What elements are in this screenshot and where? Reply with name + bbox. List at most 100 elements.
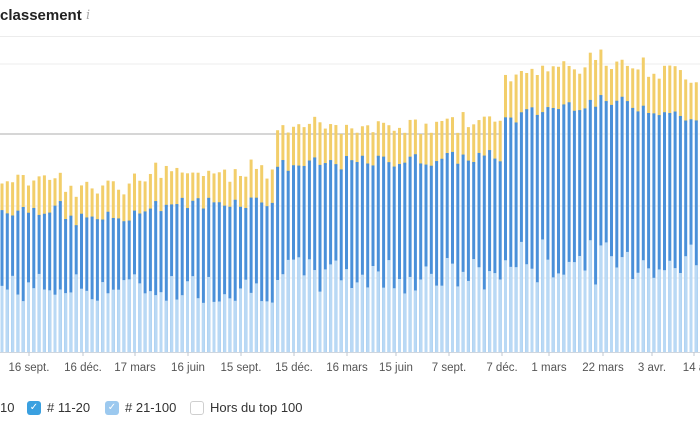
- bar-segment-21-100: [74, 274, 78, 352]
- legend-item-11-20-label: # 11-20: [47, 400, 91, 415]
- bar-segment-top10: [345, 124, 348, 159]
- bar-segment-11-20: [435, 161, 439, 352]
- bar-segment-21-100: [122, 280, 126, 352]
- bar-segment-11-20: [652, 113, 656, 352]
- bar-segment-top10: [180, 172, 184, 200]
- bar-segment-top10: [249, 159, 253, 200]
- bar-segment-21-100: [541, 239, 545, 352]
- x-tick-label: 7 sept.: [432, 362, 467, 374]
- x-tick-label: 15 sept.: [221, 362, 262, 374]
- bar-segment-11-20: [196, 198, 200, 352]
- bar-segment-top10: [201, 175, 205, 211]
- bar-segment-top10: [101, 185, 105, 222]
- bar-segment-top10: [382, 122, 386, 159]
- bar-segment-21-100: [180, 295, 184, 352]
- bar-segment-11-20: [408, 156, 412, 352]
- bar-segment-21-100: [684, 256, 688, 352]
- bar-segment-top10: [594, 59, 598, 109]
- bar-segment-21-100: [403, 293, 407, 352]
- x-axis: 16 sept. 16 déc. 17 mars 16 juin 15 sept. 15 …: [0, 352, 700, 374]
- bar-segment-21-100: [514, 267, 518, 352]
- bar-segment-21-100: [233, 300, 237, 352]
- checkbox-checked-icon[interactable]: ✓: [27, 400, 41, 415]
- bar-segment-21-100: [477, 267, 481, 352]
- legend-item-top10[interactable]: 10: [0, 400, 14, 415]
- bar-segment-11-20: [525, 109, 529, 352]
- bar-segment-21-100: [350, 288, 354, 352]
- bar-segment-21-100: [673, 268, 677, 352]
- bar-segment-21-100: [323, 269, 327, 352]
- bar-segment-21-100: [48, 290, 52, 352]
- bar-segment-11-20: [594, 106, 598, 352]
- x-tick-label: 16 juin: [171, 362, 205, 374]
- bar-segment-11-20: [429, 165, 433, 352]
- bar-segment-top10: [196, 172, 200, 201]
- checkbox-checked-icon[interactable]: ✓: [105, 400, 119, 415]
- bar-segment-top10: [525, 72, 529, 112]
- bar-segment-top10: [657, 78, 661, 118]
- bar-segment-11-20: [694, 120, 698, 352]
- legend-item-21-100[interactable]: ✓ # 21-100: [105, 400, 176, 415]
- bar-segment-top10: [122, 194, 126, 224]
- bar-segment-21-100: [329, 264, 333, 352]
- bar-segment-11-20: [318, 164, 322, 352]
- bar-segment-21-100: [413, 290, 417, 352]
- bar-segment-21-100: [159, 292, 163, 352]
- bar-segment-top10: [170, 171, 174, 207]
- bar-segment-11-20: [371, 165, 375, 352]
- legend-item-hors-top-100[interactable]: Hors du top 100: [190, 400, 303, 415]
- bar-segment-top10: [350, 128, 354, 163]
- info-icon[interactable]: i: [86, 8, 91, 23]
- bar-segment-21-100: [32, 288, 36, 352]
- bar-segment-11-20: [329, 160, 333, 352]
- bar-segment-11-20: [477, 152, 481, 352]
- bar-segment-21-100: [101, 282, 105, 352]
- bar-segment-top10: [636, 69, 640, 114]
- bar-segment-top10: [217, 172, 221, 205]
- bar-segment-11-20: [647, 112, 651, 352]
- bar-segment-11-20: [625, 101, 629, 352]
- bar-segment-top10: [588, 52, 592, 102]
- bar-segment-21-100: [186, 281, 189, 352]
- x-tick-label: 1 mars: [531, 362, 566, 374]
- bar-segment-21-100: [143, 293, 147, 352]
- bar-segment-top10: [376, 121, 380, 158]
- bar-segment-top10: [281, 125, 285, 163]
- bar-segment-21-100: [652, 277, 656, 352]
- bar-segment-top10: [191, 172, 195, 203]
- bar-segment-21-100: [355, 282, 359, 352]
- bar-segment-21-100: [339, 280, 343, 352]
- bar-segment-21-100: [387, 260, 391, 352]
- bar-segment-21-100: [217, 301, 221, 352]
- bar-segment-top10: [138, 180, 142, 216]
- bar-segment-top10: [212, 173, 216, 205]
- bar-segment-top10: [21, 175, 25, 210]
- bar-segment-11-20: [281, 160, 285, 352]
- bar-segment-11-20: [143, 211, 147, 352]
- bar-segment-11-20: [175, 204, 179, 352]
- bar-segment-11-20: [90, 216, 94, 352]
- bar-segment-21-100: [37, 273, 41, 352]
- bar-segment-11-20: [302, 165, 306, 352]
- bar-segment-21-100: [138, 283, 142, 352]
- bar-segment-top10: [387, 125, 391, 165]
- legend-item-11-20[interactable]: ✓ # 11-20: [27, 400, 90, 415]
- bar-segment-21-100: [525, 264, 529, 352]
- bar-segment-21-100: [228, 298, 232, 352]
- x-tick-label: 3 avr.: [638, 362, 666, 374]
- bar-segment-11-20: [562, 104, 566, 352]
- bar-segment-top10: [641, 57, 645, 108]
- bar-segment-11-20: [254, 197, 258, 352]
- bar-segment-21-100: [366, 287, 370, 352]
- bar-segment-top10: [694, 82, 698, 123]
- bar-segment-21-100: [133, 274, 136, 352]
- bar-segment-21-100: [90, 299, 94, 352]
- checkbox-unchecked-icon[interactable]: [190, 400, 204, 415]
- bar-segment-11-20: [265, 206, 269, 352]
- bar-segment-11-20: [382, 156, 386, 352]
- bar-segment-top10: [69, 185, 73, 218]
- bar-segment-21-100: [307, 259, 311, 352]
- bar-segment-21-100: [164, 300, 168, 352]
- bar-segment-11-20: [307, 160, 311, 352]
- bar-segment-top10: [535, 74, 539, 117]
